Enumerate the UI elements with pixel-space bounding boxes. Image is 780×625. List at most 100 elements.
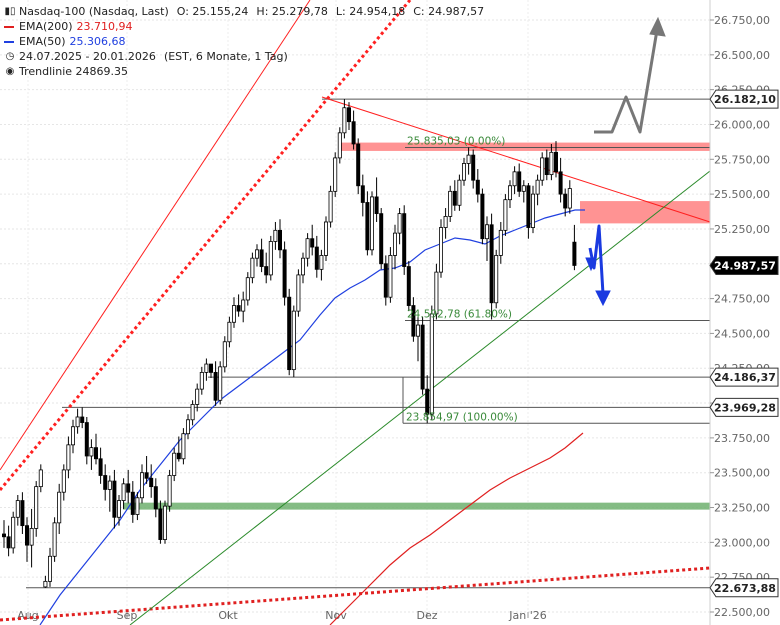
instrument-title: Nasdaq-100 (Nasdaq, Last) [19, 5, 169, 18]
candle-up [29, 528, 34, 546]
price-tag: 23.969,28 [709, 397, 779, 417]
close-value: C: 24.987,57 [413, 5, 485, 18]
candle-up [549, 151, 554, 176]
legend-ema200-row: EMA(200) 23.710,94 [4, 19, 484, 34]
candle-down [314, 246, 319, 270]
candle-down [411, 305, 416, 337]
price-tag: 22.673,88 [709, 578, 779, 598]
ema50-value: 25.306,68 [69, 35, 126, 48]
candle-down [452, 190, 457, 206]
candle-down [544, 157, 549, 176]
candle-down [277, 229, 282, 251]
candle-down [6, 536, 11, 549]
candle-up [443, 216, 448, 228]
y-tick-label: 22.500,00 [714, 606, 770, 619]
candle-down [402, 213, 407, 267]
candle-up [227, 321, 232, 343]
candle-down [259, 249, 264, 267]
candle-up [457, 179, 462, 206]
downtrend-line [321, 96, 711, 223]
zone-layer [123, 142, 710, 510]
candle-down [213, 372, 218, 401]
legend-header-row: ▮▯ Nasdaq-100 (Nasdaq, Last) O: 25.155,2… [4, 4, 484, 19]
candle-up [231, 305, 236, 323]
candle-down [526, 185, 531, 228]
candle-up [11, 516, 16, 549]
candle-down [176, 452, 181, 460]
y-tick-label: 24.750,00 [714, 293, 770, 306]
uptrend-line [129, 170, 711, 625]
candle-up [531, 193, 536, 228]
y-tick-label: 23.000,00 [714, 536, 770, 549]
candle-up [89, 447, 94, 457]
candle-down [94, 447, 99, 460]
candle-down [475, 179, 480, 195]
price-tag: 24.987,57 [709, 255, 779, 275]
candle-up [241, 299, 246, 312]
candle-up [369, 196, 374, 251]
candle-up [507, 185, 512, 201]
candle-up [296, 274, 301, 312]
candle-down [24, 525, 29, 546]
low-value: L: 24.954,18 [335, 5, 406, 18]
candle-down [310, 238, 315, 248]
candle-up [38, 469, 43, 488]
candle-layer [2, 99, 577, 588]
resistance-zone-lower [580, 201, 710, 224]
candle-down [572, 241, 577, 266]
price-tag-box [709, 89, 779, 109]
candle-up [323, 221, 328, 256]
candle-up [438, 227, 443, 273]
clock-icon: ◷ [5, 51, 15, 62]
resistance-zone-upper [338, 142, 710, 151]
candle-up [204, 363, 209, 373]
candle-up [199, 372, 204, 390]
candle-down [517, 171, 522, 192]
support-zone [123, 502, 710, 510]
bullish-scenario-arrow [594, 29, 659, 134]
y-tick-label: 26.750,00 [714, 14, 770, 27]
candle-up [291, 310, 296, 371]
chart-legend: ▮▯ Nasdaq-100 (Nasdaq, Last) O: 25.155,2… [4, 4, 484, 79]
ema200-swatch [4, 25, 14, 28]
candle-up [319, 255, 324, 270]
candle-up [337, 132, 342, 159]
candle-down [282, 249, 287, 298]
price-tag: 24.186,37 [709, 367, 779, 387]
candle-up [392, 232, 397, 256]
candle-down [489, 224, 494, 304]
candle-up [167, 475, 172, 507]
legend-trendline-row: ◉ Trendlinie 24869.35 [4, 64, 484, 79]
candle-up [48, 555, 53, 582]
candle-up [222, 341, 227, 368]
candle-down [356, 143, 361, 187]
candle-up [494, 255, 499, 304]
candle-up [172, 452, 177, 476]
y-tick-label: 25.750,00 [714, 153, 770, 166]
candle-up [117, 500, 122, 518]
x-tick-label: Nov [325, 609, 347, 622]
candle-up [75, 416, 80, 428]
candle-up [567, 188, 572, 209]
candle-down [379, 213, 384, 265]
candle-down [208, 363, 213, 373]
candle-down [158, 508, 163, 540]
long-term-support-line [0, 566, 711, 622]
candle-up [484, 224, 489, 240]
candle-up [415, 324, 420, 337]
price-tag-box [709, 367, 779, 387]
candle-up [512, 171, 517, 187]
trendline-readout: Trendlinie 24869.35 [19, 65, 128, 78]
y-tick-label: 23.250,00 [714, 502, 770, 515]
y-tick-label: 26.000,00 [714, 118, 770, 131]
price-tag-box [709, 578, 779, 598]
price-tag-label: 22.673,88 [714, 582, 776, 595]
candle-up [61, 469, 66, 493]
candlestick-icon: ▮▯ [4, 6, 16, 17]
bearish-arrowhead [595, 290, 611, 307]
candle-up [300, 257, 305, 276]
candle-up [429, 313, 434, 415]
candle-up [535, 179, 540, 195]
candle-down [365, 202, 370, 251]
legend-range-row: ◷ 24.07.2025 - 20.01.2026 (EST, 6 Monate… [4, 49, 484, 64]
